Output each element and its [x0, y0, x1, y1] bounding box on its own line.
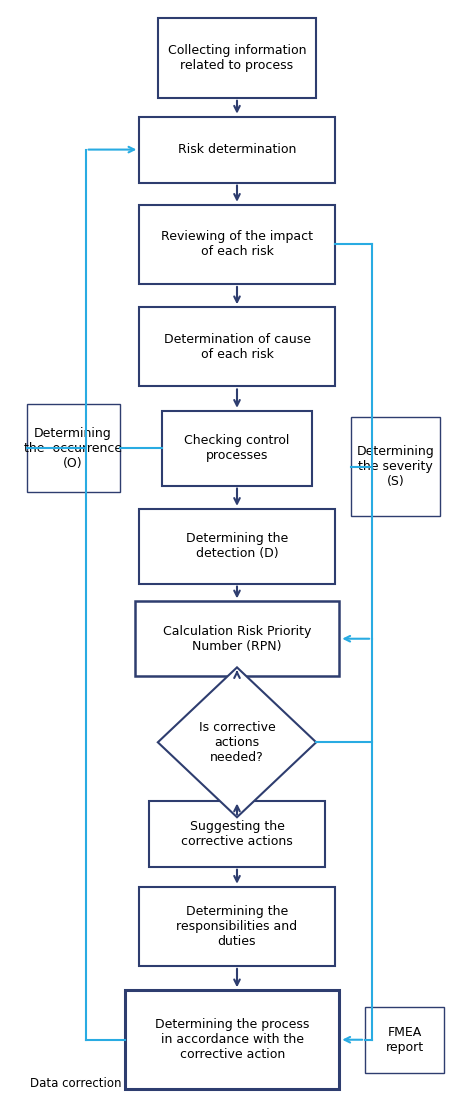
FancyBboxPatch shape — [351, 417, 439, 516]
FancyBboxPatch shape — [148, 800, 326, 867]
FancyBboxPatch shape — [163, 411, 311, 485]
Text: Determining
the severity
(S): Determining the severity (S) — [356, 445, 434, 488]
FancyBboxPatch shape — [125, 990, 339, 1089]
FancyBboxPatch shape — [158, 19, 316, 98]
Text: Risk determination: Risk determination — [178, 143, 296, 157]
Text: Calculation Risk Priority
Number (RPN): Calculation Risk Priority Number (RPN) — [163, 625, 311, 653]
FancyBboxPatch shape — [139, 508, 335, 584]
Text: Reviewing of the impact
of each risk: Reviewing of the impact of each risk — [161, 231, 313, 259]
FancyBboxPatch shape — [27, 404, 119, 492]
Text: Determining the process
in accordance with the
corrective action: Determining the process in accordance wi… — [155, 1018, 310, 1061]
Text: Suggesting the
corrective actions: Suggesting the corrective actions — [181, 819, 293, 848]
Text: Determining
the  occurrence
(O): Determining the occurrence (O) — [24, 426, 122, 470]
FancyBboxPatch shape — [139, 204, 335, 284]
FancyBboxPatch shape — [365, 1007, 444, 1072]
Text: FMEA
report: FMEA report — [385, 1026, 424, 1053]
FancyBboxPatch shape — [139, 887, 335, 966]
Text: Determination of cause
of each risk: Determination of cause of each risk — [164, 333, 310, 361]
Text: Collecting information
related to process: Collecting information related to proces… — [168, 44, 306, 72]
Text: Determining the
responsibilities and
duties: Determining the responsibilities and dut… — [176, 905, 298, 948]
FancyBboxPatch shape — [135, 602, 339, 676]
Text: Checking control
processes: Checking control processes — [184, 434, 290, 462]
Text: Is corrective
actions
needed?: Is corrective actions needed? — [199, 720, 275, 764]
Text: Determining the
detection (D): Determining the detection (D) — [186, 532, 288, 561]
FancyBboxPatch shape — [139, 307, 335, 386]
FancyBboxPatch shape — [139, 117, 335, 183]
Text: Data correction: Data correction — [30, 1078, 121, 1090]
Polygon shape — [158, 667, 316, 817]
